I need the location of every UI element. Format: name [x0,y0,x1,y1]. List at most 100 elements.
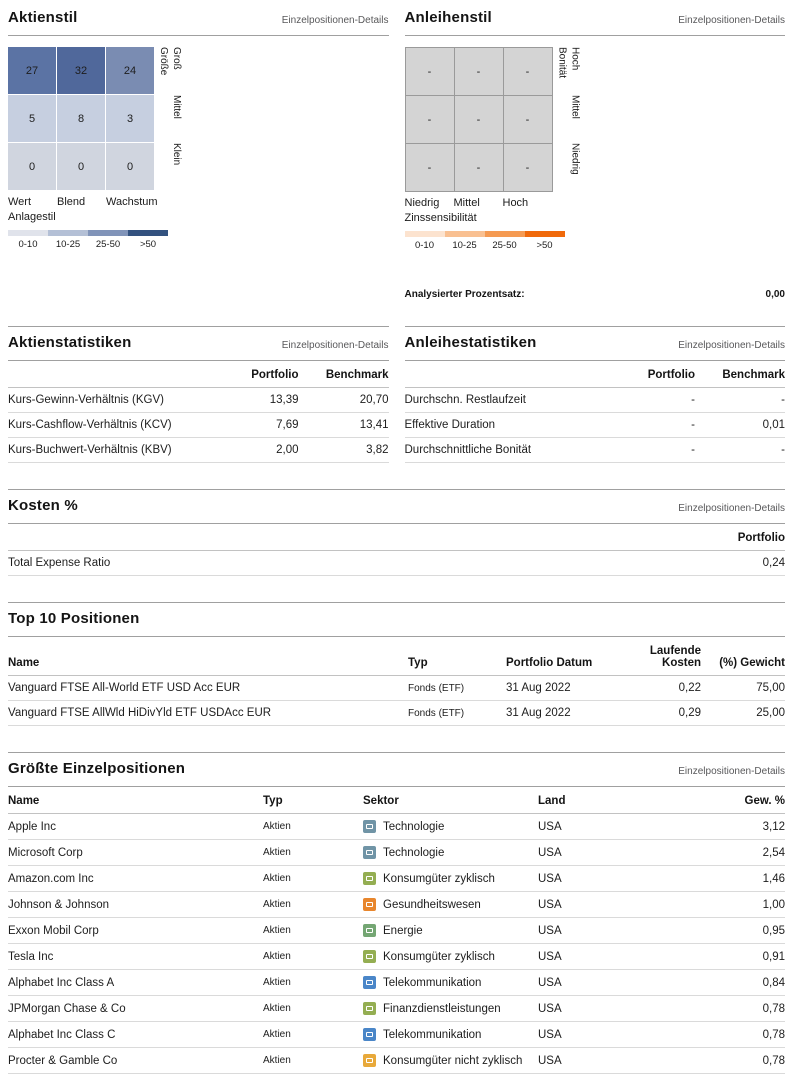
bond-style-section: Anleihenstil Einzelpositionen-Details - … [404,2,786,300]
col-header-weight: (%) Gewicht [701,637,785,676]
position-type: Fonds (ETF) [408,700,506,726]
costs-section: Kosten % Einzelpositionen-Details Portfo… [8,489,785,576]
bond-row-label: Niedrig [569,143,581,175]
bond-row-axis-label: Bonität [556,47,568,79]
sector-icon [363,1002,376,1015]
holdings-title: Größte Einzelpositionen [8,760,186,777]
legend-item: 0-10 [404,231,445,251]
holding-type: Aktien [263,839,363,866]
position-name[interactable]: Vanguard FTSE AllWld HiDivYld ETF USDAcc… [8,700,408,726]
holding-type: Aktien [263,1021,363,1048]
stat-portfolio-value: - [605,387,695,413]
legend-item: >50 [524,231,565,251]
legend-item: 10-25 [444,231,485,251]
position-name[interactable]: Vanguard FTSE All-World ETF USD Acc EUR [8,675,408,701]
stylebox-cell: 27 [8,47,56,94]
stat-portfolio-value: 7,69 [208,412,299,438]
stat-label: Durchschnittliche Bonität [404,437,605,463]
table-row: Amazon.com Inc Aktien Konsumgüter zyklis… [8,865,785,892]
table-row: Durchschn. Restlaufzeit - - [404,387,785,413]
holding-name[interactable]: Exxon Mobil Corp [8,917,263,944]
holding-type: Aktien [263,813,363,840]
table-row: JPMorgan Chase & Co Aktien Finanzdienstl… [8,995,785,1022]
legend-item: 25-50 [484,231,525,251]
holding-name[interactable]: Alphabet Inc Class A [8,969,263,996]
sector-icon [363,898,376,911]
holding-country: USA [538,839,693,866]
holding-name[interactable]: Johnson & Johnson [8,891,263,918]
stat-portfolio-value: 13,39 [208,387,299,413]
bond-col-label: Niedrig [404,197,440,209]
bond-style-details-link[interactable]: Einzelpositionen-Details [678,15,785,26]
position-type: Fonds (ETF) [408,675,506,701]
holding-name[interactable]: Amazon.com Inc [8,865,263,892]
stylebox-cell: - [405,96,454,143]
holdings-details-link[interactable]: Einzelpositionen-Details [678,766,785,777]
table-row: Apple Inc Aktien Technologie USA 3,12 [8,813,785,840]
holding-sector: Technologie [383,820,445,833]
holding-weight: 2,54 [693,839,785,866]
equity-style-legend: 0-10 10-25 25-50 >50 [8,230,389,250]
stat-label: Effektive Duration [404,412,605,438]
holding-weight: 1,46 [693,865,785,892]
holding-sector: Konsumgüter zyklisch [383,950,495,963]
holding-country: USA [538,969,693,996]
sector-icon [363,976,376,989]
col-header-weight: Gew. % [693,787,785,814]
bond-style-legend: 0-10 10-25 25-50 >50 [404,231,786,251]
stylebox-cell: - [503,144,552,191]
table-row: Tesla Inc Aktien Konsumgüter zyklisch US… [8,943,785,970]
holding-name[interactable]: Alphabet Inc Class C [8,1021,263,1048]
holding-name[interactable]: Microsoft Corp [8,839,263,866]
col-header-name: Name [8,787,263,814]
equity-stats-details-link[interactable]: Einzelpositionen-Details [281,340,389,351]
table-row: Procter & Gamble Co Aktien Konsumgüter n… [8,1047,785,1074]
legend-swatch [484,231,525,237]
holding-type: Aktien [263,943,363,970]
holding-sector: Telekommunikation [383,1028,482,1041]
bond-col-label: Mittel [453,197,480,209]
holding-country: USA [538,891,693,918]
holding-name[interactable]: Tesla Inc [8,943,263,970]
stat-benchmark-value: 13,41 [298,412,389,438]
stylebox-cell: 3 [106,95,154,142]
col-header-date: Portfolio Datum [506,637,626,676]
holding-name[interactable]: JPMorgan Chase & Co [8,995,263,1022]
holding-sector: Gesundheitswesen [383,898,481,911]
holding-country: USA [538,1047,693,1074]
equity-col-label: Wachstum [106,196,158,208]
equity-stylebox-grid: 27 32 24 5 8 3 0 0 0 [8,47,154,191]
stylebox-cell: 0 [106,143,154,190]
holding-sector: Telekommunikation [383,976,482,989]
stat-label: Kurs-Cashflow-Verhältnis (KCV) [8,412,209,438]
bond-stats-details-link[interactable]: Einzelpositionen-Details [678,340,785,351]
table-row: Kurs-Cashflow-Verhältnis (KCV) 7,69 13,4… [8,412,389,438]
top10-table: Name Typ Portfolio Datum Laufende Kosten… [8,637,785,726]
analyzed-percentage-value: 0,00 [765,289,785,300]
legend-item: 0-10 [8,230,48,250]
sector-icon [363,1028,376,1041]
col-header-portfolio: Portfolio [539,524,785,551]
holding-weight: 3,12 [693,813,785,840]
holding-type: Aktien [263,891,363,918]
table-row: Kurs-Gewinn-Verhältnis (KGV) 13,39 20,70 [8,387,389,413]
holding-sector: Konsumgüter zyklisch [383,872,495,885]
equity-style-details-link[interactable]: Einzelpositionen-Details [281,15,389,26]
equity-style-title: Aktienstil [8,9,78,26]
holding-name[interactable]: Procter & Gamble Co [8,1047,263,1074]
table-row: Alphabet Inc Class A Aktien Telekommunik… [8,969,785,996]
stylebox-cell: 5 [8,95,56,142]
holding-country: USA [538,1021,693,1048]
stylebox-cell: - [405,144,454,191]
table-row: Kurs-Buchwert-Verhältnis (KBV) 2,00 3,82 [8,437,389,463]
holding-name[interactable]: Apple Inc [8,813,263,840]
holding-weight: 0,91 [693,943,785,970]
equity-stylebox: 27 32 24 5 8 3 0 0 0 Größe Groß [8,47,389,250]
costs-details-link[interactable]: Einzelpositionen-Details [678,503,785,514]
holding-type: Aktien [263,995,363,1022]
top10-section: Top 10 Positionen Name Typ Portfolio Dat… [8,602,785,726]
holding-weight: 0,84 [693,969,785,996]
equity-col-label: Wert [8,196,32,208]
legend-swatch [524,231,565,237]
equity-row-label: Klein [171,143,182,166]
